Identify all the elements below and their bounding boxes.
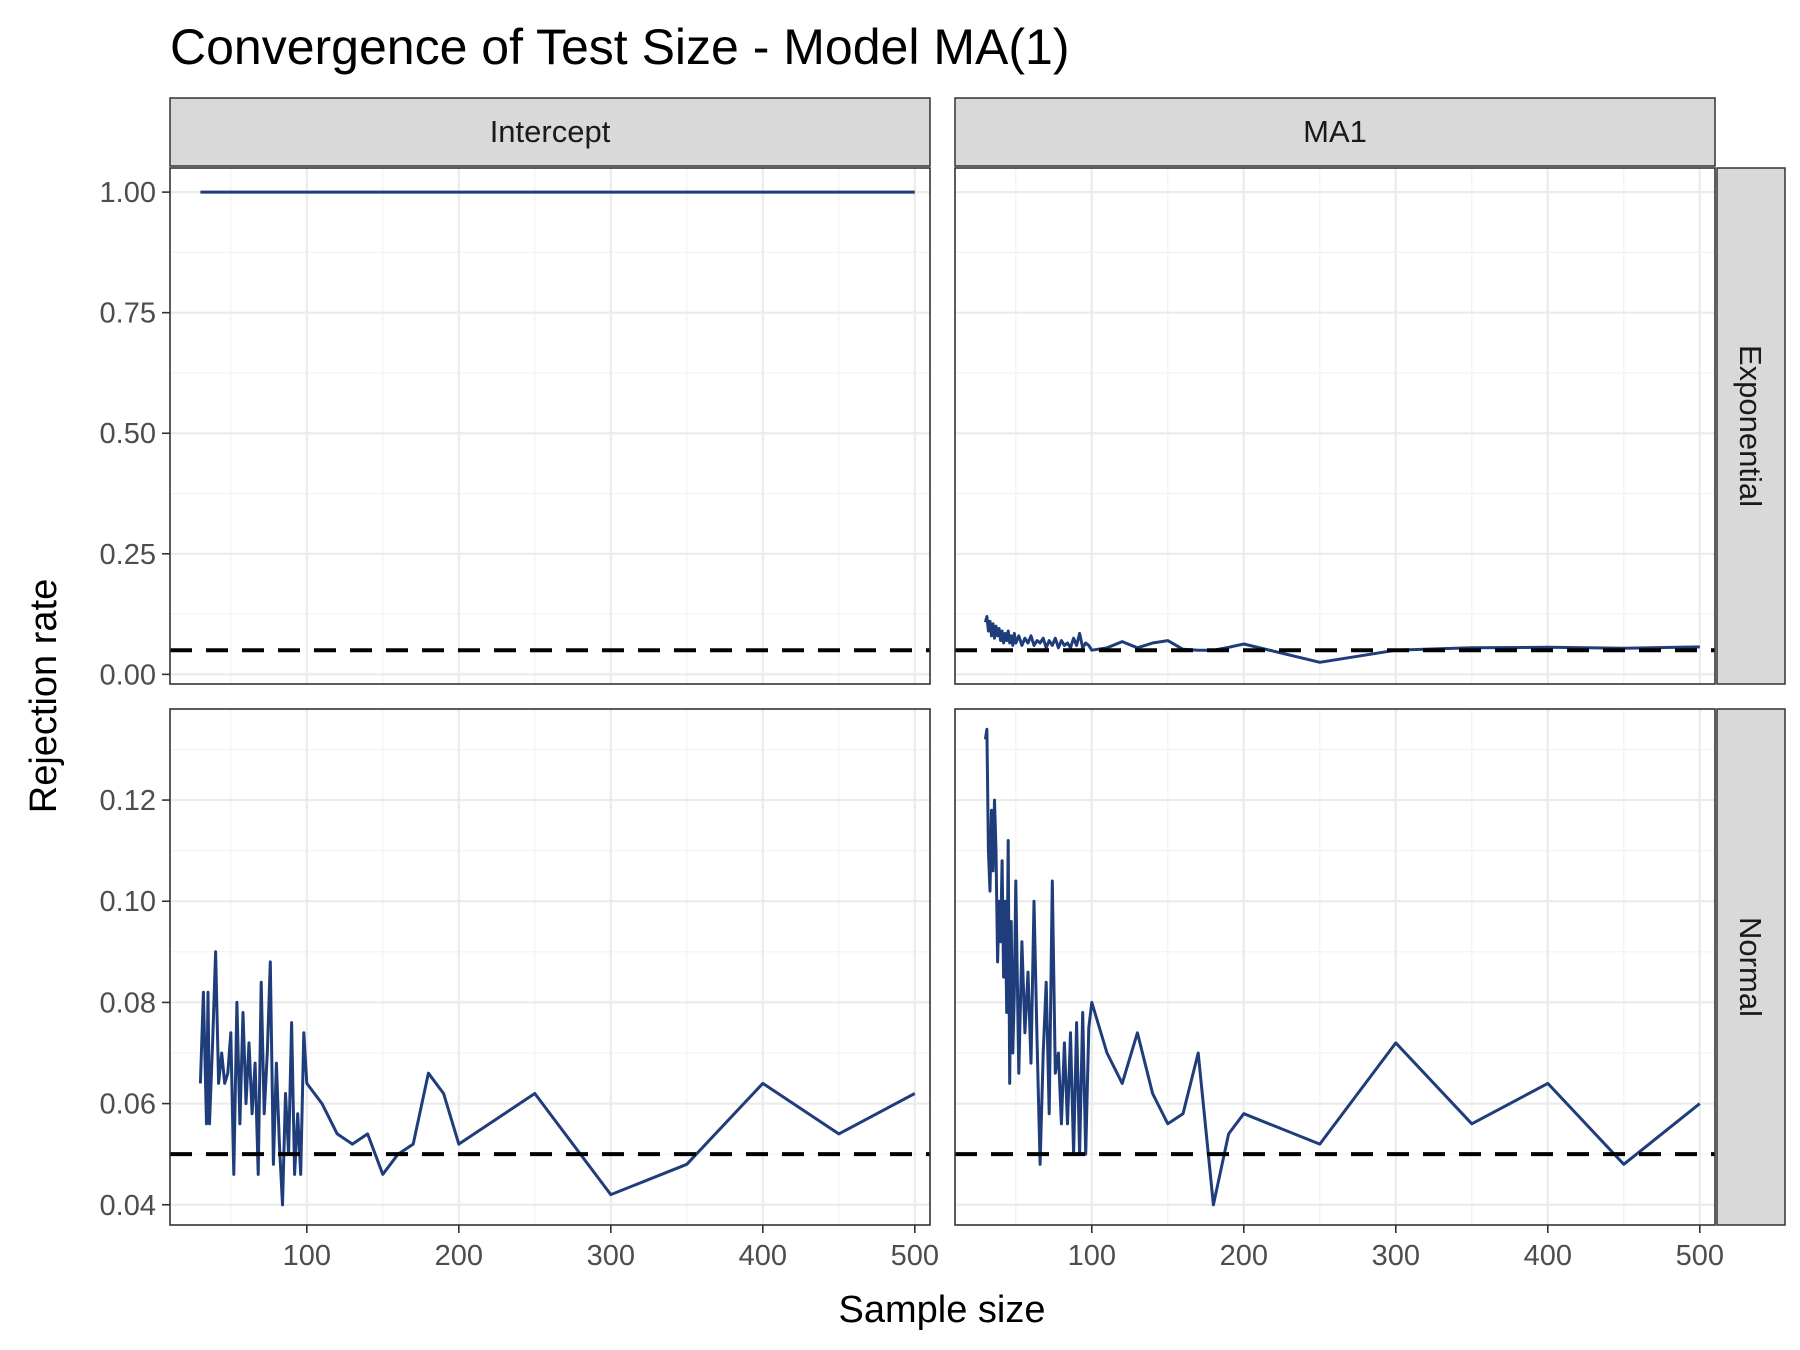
y-tick-label: 0.00 bbox=[100, 659, 156, 691]
y-tick-label: 0.04 bbox=[100, 1190, 156, 1222]
x-tick-label: 100 bbox=[1068, 1240, 1116, 1272]
panel-exponential-ma1 bbox=[954, 167, 1716, 685]
x-tick-label: 200 bbox=[1220, 1240, 1268, 1272]
chart-title: Convergence of Test Size - Model MA(1) bbox=[170, 19, 1069, 75]
x-axis-title: Sample size bbox=[839, 1289, 1046, 1331]
y-tick-label: 0.10 bbox=[100, 886, 156, 918]
facet-strip-normal-box bbox=[1716, 708, 1786, 1226]
facet-strip-exponential-box bbox=[1716, 167, 1786, 685]
facet-strip-intercept-box bbox=[169, 97, 931, 167]
y-tick-label: 0.08 bbox=[100, 987, 156, 1019]
series-line-exponential-ma1 bbox=[983, 615, 1700, 664]
y-tick-label: 1.00 bbox=[100, 177, 156, 209]
series-line-normal-intercept bbox=[198, 950, 916, 1207]
x-tick-label: 500 bbox=[891, 1240, 939, 1272]
facet-strip-normal-label: Normal bbox=[1733, 917, 1768, 1017]
panel-border bbox=[169, 708, 931, 1226]
panel-border bbox=[169, 167, 931, 685]
panel-exponential-intercept: 0.00 0.25 0.50 0.75 1.00 bbox=[100, 167, 931, 691]
panel-background bbox=[955, 709, 1715, 1225]
series-line-normal-ma1 bbox=[983, 727, 1701, 1207]
panel-background bbox=[955, 168, 1715, 684]
facet-strip-exponential: Exponential bbox=[1716, 167, 1786, 685]
facet-strip-ma1-box bbox=[954, 97, 1716, 167]
panel-normal-ma1: 100 200 300 400 500 bbox=[954, 708, 1724, 1272]
panel-background bbox=[170, 168, 930, 684]
y-tick-label: 0.06 bbox=[100, 1089, 156, 1121]
facet-strip-intercept: Intercept bbox=[169, 97, 931, 167]
panel-normal-intercept: 0.04 0.06 0.08 0.10 0.12 100 200 300 400 500 bbox=[100, 708, 939, 1272]
x-tick-label: 400 bbox=[1524, 1240, 1572, 1272]
facet-strip-ma1-label: MA1 bbox=[1303, 114, 1367, 149]
x-tick-label: 300 bbox=[587, 1240, 635, 1272]
panel-border bbox=[954, 708, 1716, 1226]
panel-border bbox=[954, 167, 1716, 685]
x-tick-label: 500 bbox=[1676, 1240, 1724, 1272]
y-tick-label: 0.25 bbox=[100, 539, 156, 571]
x-tick-label: 100 bbox=[283, 1240, 331, 1272]
facet-strip-intercept-label: Intercept bbox=[490, 114, 611, 149]
x-tick-label: 400 bbox=[739, 1240, 787, 1272]
y-axis-title: Rejection rate bbox=[23, 579, 65, 813]
facet-strip-exponential-label: Exponential bbox=[1733, 345, 1768, 507]
y-tick-label: 0.50 bbox=[100, 418, 156, 450]
x-tick-label: 300 bbox=[1372, 1240, 1420, 1272]
y-tick-label: 0.12 bbox=[100, 785, 156, 817]
panels-layer: 0.00 0.25 0.50 0.75 1.00 0.04 0.06 0.08 0.10 0.12… bbox=[100, 167, 1724, 1272]
facet-strip-ma1: MA1 bbox=[954, 97, 1716, 167]
facet-strip-normal: Normal bbox=[1716, 708, 1786, 1226]
x-tick-label: 200 bbox=[435, 1240, 483, 1272]
y-tick-label: 0.75 bbox=[100, 298, 156, 330]
